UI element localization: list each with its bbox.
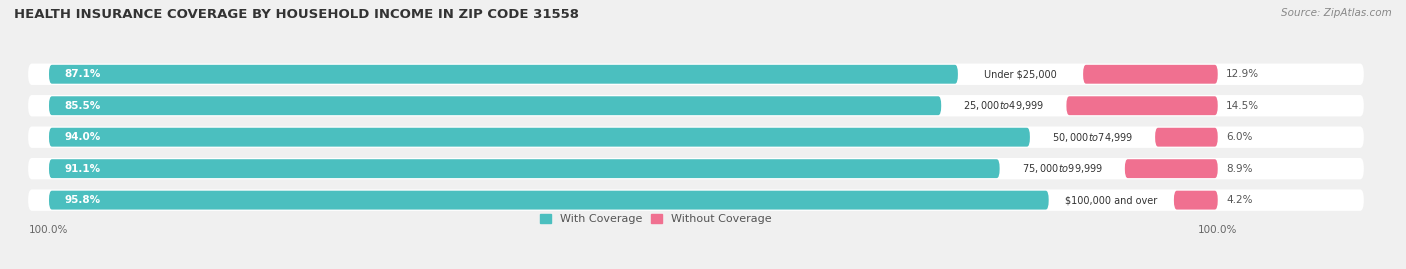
FancyBboxPatch shape: [1083, 65, 1218, 84]
Text: 95.8%: 95.8%: [65, 195, 101, 205]
FancyBboxPatch shape: [1156, 128, 1218, 147]
Text: $25,000 to $49,999: $25,000 to $49,999: [963, 99, 1045, 112]
Text: 6.0%: 6.0%: [1226, 132, 1253, 142]
FancyBboxPatch shape: [28, 95, 1364, 116]
FancyBboxPatch shape: [1125, 159, 1218, 178]
Text: Under $25,000: Under $25,000: [984, 69, 1057, 79]
Text: $50,000 to $74,999: $50,000 to $74,999: [1052, 131, 1133, 144]
Legend: With Coverage, Without Coverage: With Coverage, Without Coverage: [536, 209, 776, 228]
Text: 12.9%: 12.9%: [1226, 69, 1260, 79]
FancyBboxPatch shape: [49, 128, 1029, 147]
FancyBboxPatch shape: [49, 65, 957, 84]
Text: HEALTH INSURANCE COVERAGE BY HOUSEHOLD INCOME IN ZIP CODE 31558: HEALTH INSURANCE COVERAGE BY HOUSEHOLD I…: [14, 8, 579, 21]
FancyBboxPatch shape: [1174, 191, 1218, 210]
FancyBboxPatch shape: [49, 191, 1049, 210]
Text: 14.5%: 14.5%: [1226, 101, 1260, 111]
FancyBboxPatch shape: [28, 63, 1364, 85]
Text: Source: ZipAtlas.com: Source: ZipAtlas.com: [1281, 8, 1392, 18]
Text: 91.1%: 91.1%: [65, 164, 101, 174]
FancyBboxPatch shape: [28, 189, 1364, 211]
FancyBboxPatch shape: [28, 158, 1364, 179]
Text: 87.1%: 87.1%: [65, 69, 101, 79]
FancyBboxPatch shape: [1066, 96, 1218, 115]
FancyBboxPatch shape: [28, 126, 1364, 148]
FancyBboxPatch shape: [49, 159, 1000, 178]
Text: 94.0%: 94.0%: [65, 132, 101, 142]
FancyBboxPatch shape: [49, 96, 941, 115]
Text: $75,000 to $99,999: $75,000 to $99,999: [1022, 162, 1102, 175]
Text: $100,000 and over: $100,000 and over: [1066, 195, 1157, 205]
Text: 8.9%: 8.9%: [1226, 164, 1253, 174]
Text: 4.2%: 4.2%: [1226, 195, 1253, 205]
Text: 85.5%: 85.5%: [65, 101, 101, 111]
